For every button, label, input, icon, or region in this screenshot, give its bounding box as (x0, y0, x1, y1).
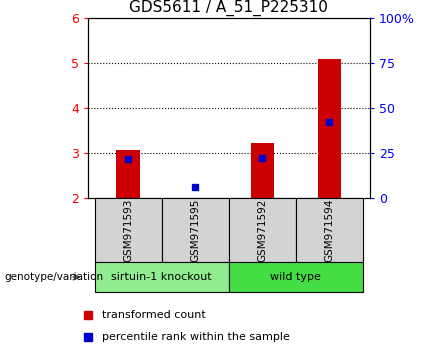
Text: genotype/variation: genotype/variation (4, 272, 103, 282)
Title: GDS5611 / A_51_P225310: GDS5611 / A_51_P225310 (129, 0, 328, 16)
Bar (318, 59, 341, 198)
Bar (251, 143, 274, 198)
Text: sirtuin-1 knockout: sirtuin-1 knockout (111, 272, 212, 282)
Bar (95, 262, 229, 292)
Bar (95, 198, 162, 262)
Text: GSM971593: GSM971593 (123, 198, 133, 262)
Bar (296, 198, 363, 262)
Text: GSM971595: GSM971595 (190, 198, 200, 262)
Text: GSM971594: GSM971594 (324, 198, 334, 262)
Text: percentile rank within the sample: percentile rank within the sample (103, 332, 290, 342)
Text: wild type: wild type (271, 272, 321, 282)
Text: transformed count: transformed count (103, 310, 206, 320)
Bar (117, 150, 140, 198)
Text: GSM971592: GSM971592 (257, 198, 268, 262)
Bar (229, 262, 363, 292)
Bar (162, 198, 229, 262)
Bar (229, 198, 296, 262)
